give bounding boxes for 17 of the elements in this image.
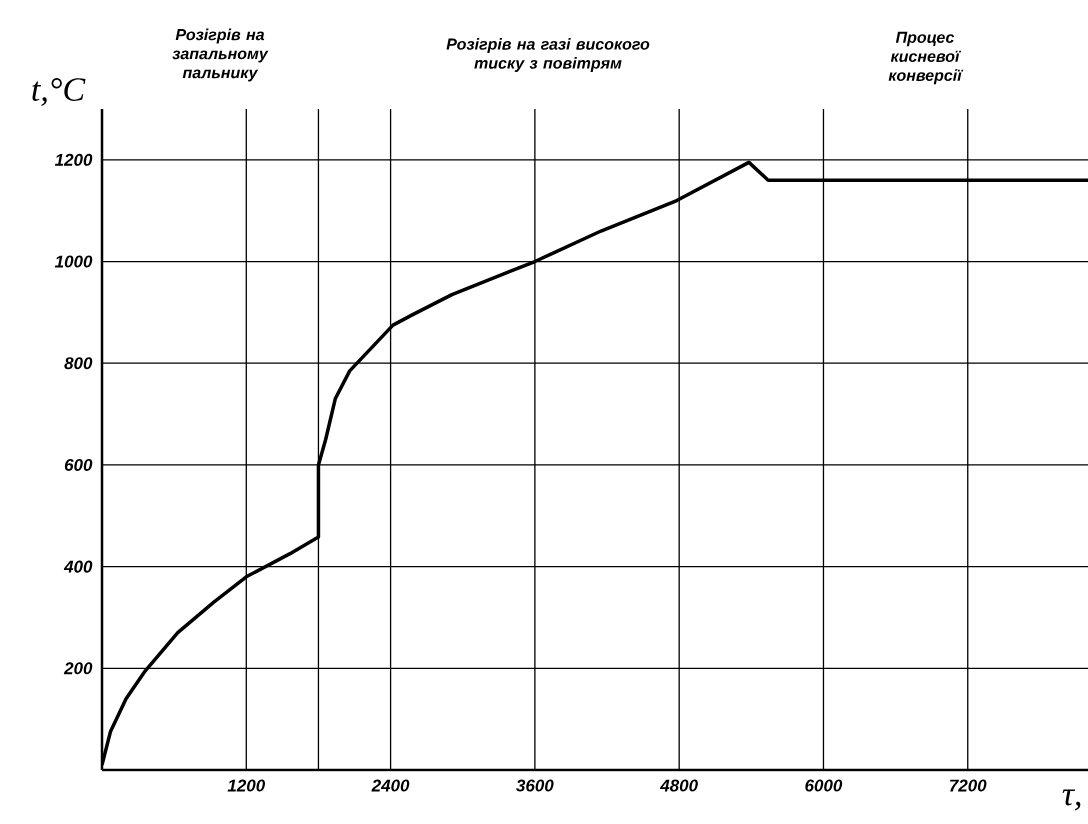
y-tick-label: 200 bbox=[63, 662, 93, 675]
x-tick-label: 4800 bbox=[659, 779, 698, 792]
x-tick-label: 3600 bbox=[516, 779, 554, 792]
text: Розігрів на запальному пальнику bbox=[172, 28, 269, 82]
y-tick-label: 600 bbox=[64, 458, 93, 471]
text: Процес кисневої конверсії bbox=[888, 31, 964, 85]
y-axis-title: t,°C bbox=[32, 78, 86, 106]
y-tick-label: 1000 bbox=[54, 255, 93, 268]
y-tick-label: 1200 bbox=[54, 153, 93, 166]
x-tick-label: 7200 bbox=[950, 779, 987, 792]
text: Розігрів на газі високого тиску з повітрям bbox=[446, 38, 650, 72]
x-tick-label: 2400 bbox=[371, 779, 410, 792]
x-axis-title: τ, bbox=[1062, 789, 1081, 811]
y-tick-label: 400 bbox=[63, 560, 93, 573]
x-tick-label: 1200 bbox=[227, 779, 266, 792]
x-tick-label: 6000 bbox=[805, 779, 843, 792]
y-tick-label: 800 bbox=[64, 357, 93, 370]
